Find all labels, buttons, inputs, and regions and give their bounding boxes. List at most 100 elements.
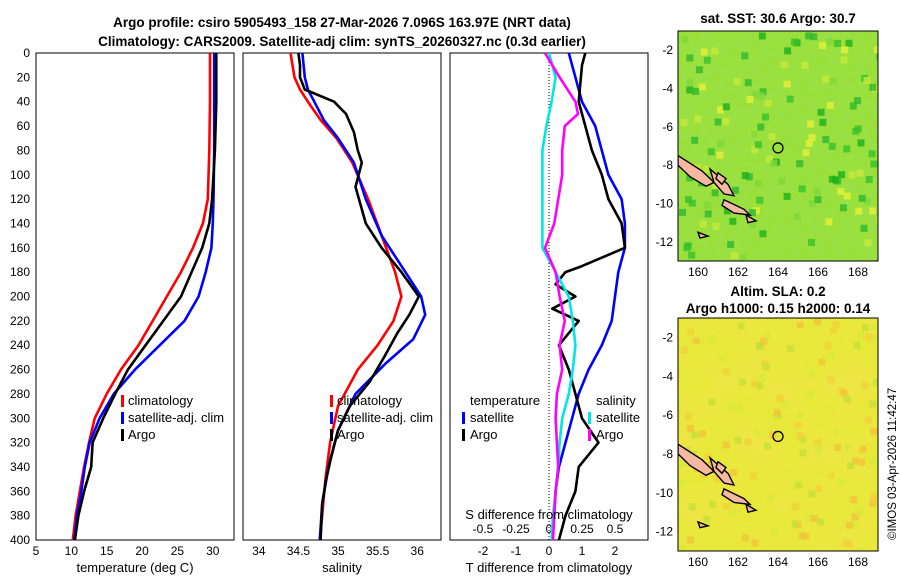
map-cell [781, 401, 789, 409]
depth-tick-label: 240 [10, 338, 30, 352]
map-cell [826, 38, 834, 46]
difference-series [541, 52, 627, 541]
map-cell [834, 444, 842, 452]
sst-map-tick-labels: 160 162 164 166 168 -2 -4 -6 -8 -10 -12 [656, 43, 869, 279]
x-tick-label: 5 [33, 544, 40, 558]
map-cell [808, 134, 816, 142]
sla-map-tick-labels: 160 162 164 166 168 -2 -4 -6 -8 -10 -12 [656, 330, 869, 569]
temperature-panel: 0 20 40 60 80 100 120 140 160 180 200 220 240 260 280 3… [10, 46, 235, 575]
depth-tick-label: 340 [10, 460, 30, 474]
map-cell [807, 370, 815, 378]
map-cell [759, 88, 767, 96]
series-line-argo [297, 52, 421, 541]
map-cell [754, 428, 762, 436]
map-cell [766, 155, 774, 163]
map-cell [700, 48, 708, 56]
map-cell [814, 196, 822, 204]
map-cell [863, 76, 871, 84]
t-diff-x-label: T difference from climatology [466, 560, 633, 575]
map-cell [722, 441, 730, 449]
map-cell [770, 527, 778, 535]
argo-location-marker [772, 430, 784, 443]
map-cell [802, 532, 810, 540]
map-cell [829, 77, 837, 85]
lat-tick-label: -10 [656, 197, 674, 211]
sla-map-texture [678, 318, 878, 551]
map-cell [790, 38, 798, 46]
x-tick-label: 35.5 [366, 544, 390, 558]
map-cell [750, 130, 758, 138]
lat-tick-label: -12 [656, 525, 674, 539]
map-cell [821, 515, 829, 523]
x-tick-label: 1 [579, 544, 586, 558]
map-cell [810, 515, 818, 523]
sla-map-subtitle: Argo h1000: 0.15 h2000: 0.14 [686, 301, 871, 316]
map-cell [744, 79, 752, 87]
map-cell [865, 333, 873, 341]
map-cell [773, 409, 781, 417]
depth-tick-label: 360 [10, 484, 30, 498]
map-cell [796, 410, 804, 418]
series-line-climatology [71, 53, 212, 541]
map-cell [714, 118, 722, 126]
map-cell [748, 209, 756, 217]
lat-tick-label: -4 [662, 369, 673, 383]
map-cell [840, 56, 848, 64]
map-cell [686, 54, 694, 62]
map-cell [834, 428, 842, 436]
map-cell [758, 32, 766, 40]
map-cell [847, 474, 855, 482]
lon-tick-label: 166 [808, 265, 828, 279]
map-cell [786, 95, 794, 103]
sst-map-islands [678, 154, 758, 239]
island-shape [696, 231, 711, 239]
map-cell [712, 183, 720, 191]
map-cell [757, 92, 765, 100]
map-cell [838, 171, 846, 179]
map-cell [832, 321, 840, 329]
series-line-satellite-adj-clim [301, 52, 427, 541]
s-diff-x-label: S difference from climatology [465, 507, 633, 522]
map-cell [807, 120, 815, 128]
x-tick-label: 34.5 [287, 544, 311, 558]
x-tick-label: 10 [65, 544, 79, 558]
map-cell [861, 382, 869, 390]
map-cell [870, 428, 878, 436]
map-cell [846, 540, 854, 548]
map-cell [869, 400, 877, 408]
depth-tick-label: 180 [10, 265, 30, 279]
map-cell [770, 159, 778, 167]
map-cell [766, 543, 774, 551]
legend-climatology-swatch [330, 395, 333, 407]
map-cell [688, 251, 696, 259]
map-cell [798, 532, 806, 540]
x-tick-label: 25 [171, 544, 185, 558]
map-cell [741, 171, 749, 179]
map-cell [843, 395, 851, 403]
map-cell [711, 47, 719, 55]
depth-tick-label: 300 [10, 411, 30, 425]
map-cell [858, 458, 866, 466]
sla-map-islands [678, 443, 758, 529]
map-cell [703, 202, 711, 210]
map-cell [691, 136, 699, 144]
lon-tick-label: 160 [688, 265, 708, 279]
map-cell [739, 378, 747, 386]
map-cell [764, 442, 772, 450]
sst-map-cells [679, 32, 878, 261]
map-cell [751, 91, 759, 99]
map-cell [695, 66, 703, 74]
lat-tick-label: -4 [662, 82, 673, 96]
sst-map-title: sat. SST: 30.6 Argo: 30.7 [700, 11, 856, 26]
map-cell [768, 133, 776, 141]
map-cell [795, 481, 803, 489]
sst-map-field [678, 31, 878, 261]
map-cell [729, 469, 737, 477]
map-cell [686, 86, 694, 94]
map-cell [704, 210, 712, 218]
map-cell [688, 199, 696, 207]
map-cell [785, 330, 793, 338]
map-cell [709, 334, 717, 342]
map-cell [870, 160, 878, 168]
salinity-series [289, 52, 427, 541]
